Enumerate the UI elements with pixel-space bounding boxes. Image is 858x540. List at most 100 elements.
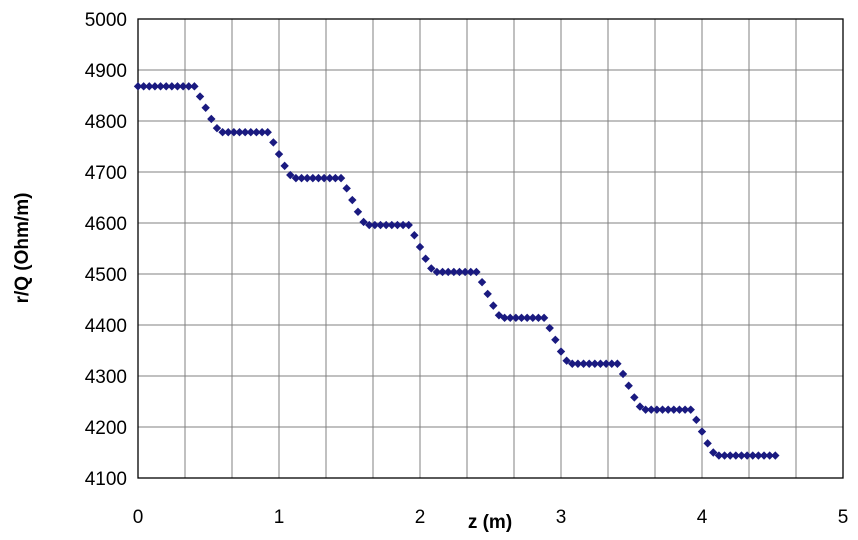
data-point (455, 267, 464, 277)
data-point (145, 82, 154, 91)
plot-border (137, 18, 844, 479)
data-point (731, 451, 741, 460)
data-point (387, 220, 396, 230)
data-point (398, 220, 408, 230)
data-point (303, 173, 312, 183)
data-point (133, 82, 143, 91)
data-point (336, 173, 346, 183)
data-point (522, 313, 532, 323)
data-point (590, 359, 600, 368)
data-point (314, 173, 323, 183)
data-point (286, 170, 295, 180)
data-point (263, 128, 272, 137)
data-point (686, 405, 695, 414)
data-point (466, 267, 475, 277)
data-point (539, 313, 549, 323)
data-point (618, 369, 628, 379)
data-point (658, 405, 667, 414)
data-point (195, 92, 205, 101)
data-point (167, 82, 177, 91)
data-point (150, 82, 160, 91)
data-point (506, 313, 515, 323)
y-axis-label: r/Q (Ohm/m) (12, 193, 33, 304)
data-point (178, 82, 188, 91)
data-point (562, 356, 571, 365)
data-point (697, 427, 707, 436)
data-point (257, 128, 267, 137)
data-point (376, 220, 385, 230)
data-points (133, 82, 780, 460)
data-point (156, 82, 165, 91)
x-tick-labels: 0 1 2 3 4 5 (133, 507, 849, 528)
data-point (511, 313, 521, 323)
data-point (579, 359, 588, 368)
y-tick-label: 4300 (85, 367, 127, 388)
data-point (601, 359, 611, 368)
data-point (240, 128, 250, 137)
y-tick-labels: 4100 4200 4300 4400 4500 4600 4700 4800 4900 5000 (85, 10, 127, 490)
x-tick-label: 0 (133, 507, 144, 528)
data-point (365, 220, 374, 230)
data-point (720, 451, 729, 460)
data-point (444, 267, 453, 277)
x-axis-label: z (m) (468, 512, 512, 533)
data-point (669, 405, 678, 414)
data-point (737, 451, 746, 460)
y-tick-label: 4500 (85, 265, 127, 286)
data-point (331, 173, 340, 183)
data-point (748, 451, 757, 460)
y-tick-label: 4100 (85, 469, 127, 490)
data-point (235, 128, 244, 137)
y-tick-label: 4200 (85, 418, 127, 439)
y-tick-label: 5000 (85, 10, 127, 31)
data-point (342, 184, 351, 193)
data-point (635, 402, 645, 411)
data-point (207, 114, 216, 124)
data-point (641, 405, 650, 414)
data-point (421, 254, 430, 263)
data-point (291, 173, 301, 183)
data-point (765, 451, 774, 460)
data-point (359, 217, 368, 227)
data-point (438, 267, 447, 277)
data-point (139, 82, 148, 91)
data-point (246, 128, 255, 137)
data-point (551, 335, 560, 344)
data-point (703, 439, 712, 448)
x-tick-label: 5 (838, 507, 849, 528)
y-tick-label: 4400 (85, 316, 127, 337)
data-point (410, 231, 419, 240)
x-tick-label: 4 (697, 507, 708, 528)
data-point (325, 173, 334, 183)
data-point (754, 451, 763, 460)
data-point (201, 103, 210, 112)
data-point (483, 289, 492, 299)
grid (138, 19, 843, 478)
data-point (427, 264, 436, 273)
y-tick-label: 4800 (85, 112, 127, 133)
data-point (545, 323, 554, 333)
data-point (449, 267, 459, 277)
data-point (647, 405, 656, 414)
data-point (742, 451, 752, 460)
data-point (353, 207, 363, 216)
data-point (596, 359, 605, 368)
data-point (297, 173, 306, 183)
data-point (613, 359, 622, 368)
data-point (709, 448, 718, 457)
data-point (162, 82, 171, 91)
data-point (381, 220, 391, 230)
data-point (556, 347, 566, 356)
data-point (190, 82, 199, 91)
data-point (573, 359, 583, 368)
data-point (528, 313, 537, 323)
data-point (218, 128, 227, 137)
data-point (280, 161, 289, 171)
data-point (184, 82, 193, 91)
data-point (675, 405, 684, 414)
data-point (534, 313, 543, 323)
data-point (663, 405, 673, 414)
data-point (224, 128, 233, 137)
data-point (404, 220, 413, 230)
